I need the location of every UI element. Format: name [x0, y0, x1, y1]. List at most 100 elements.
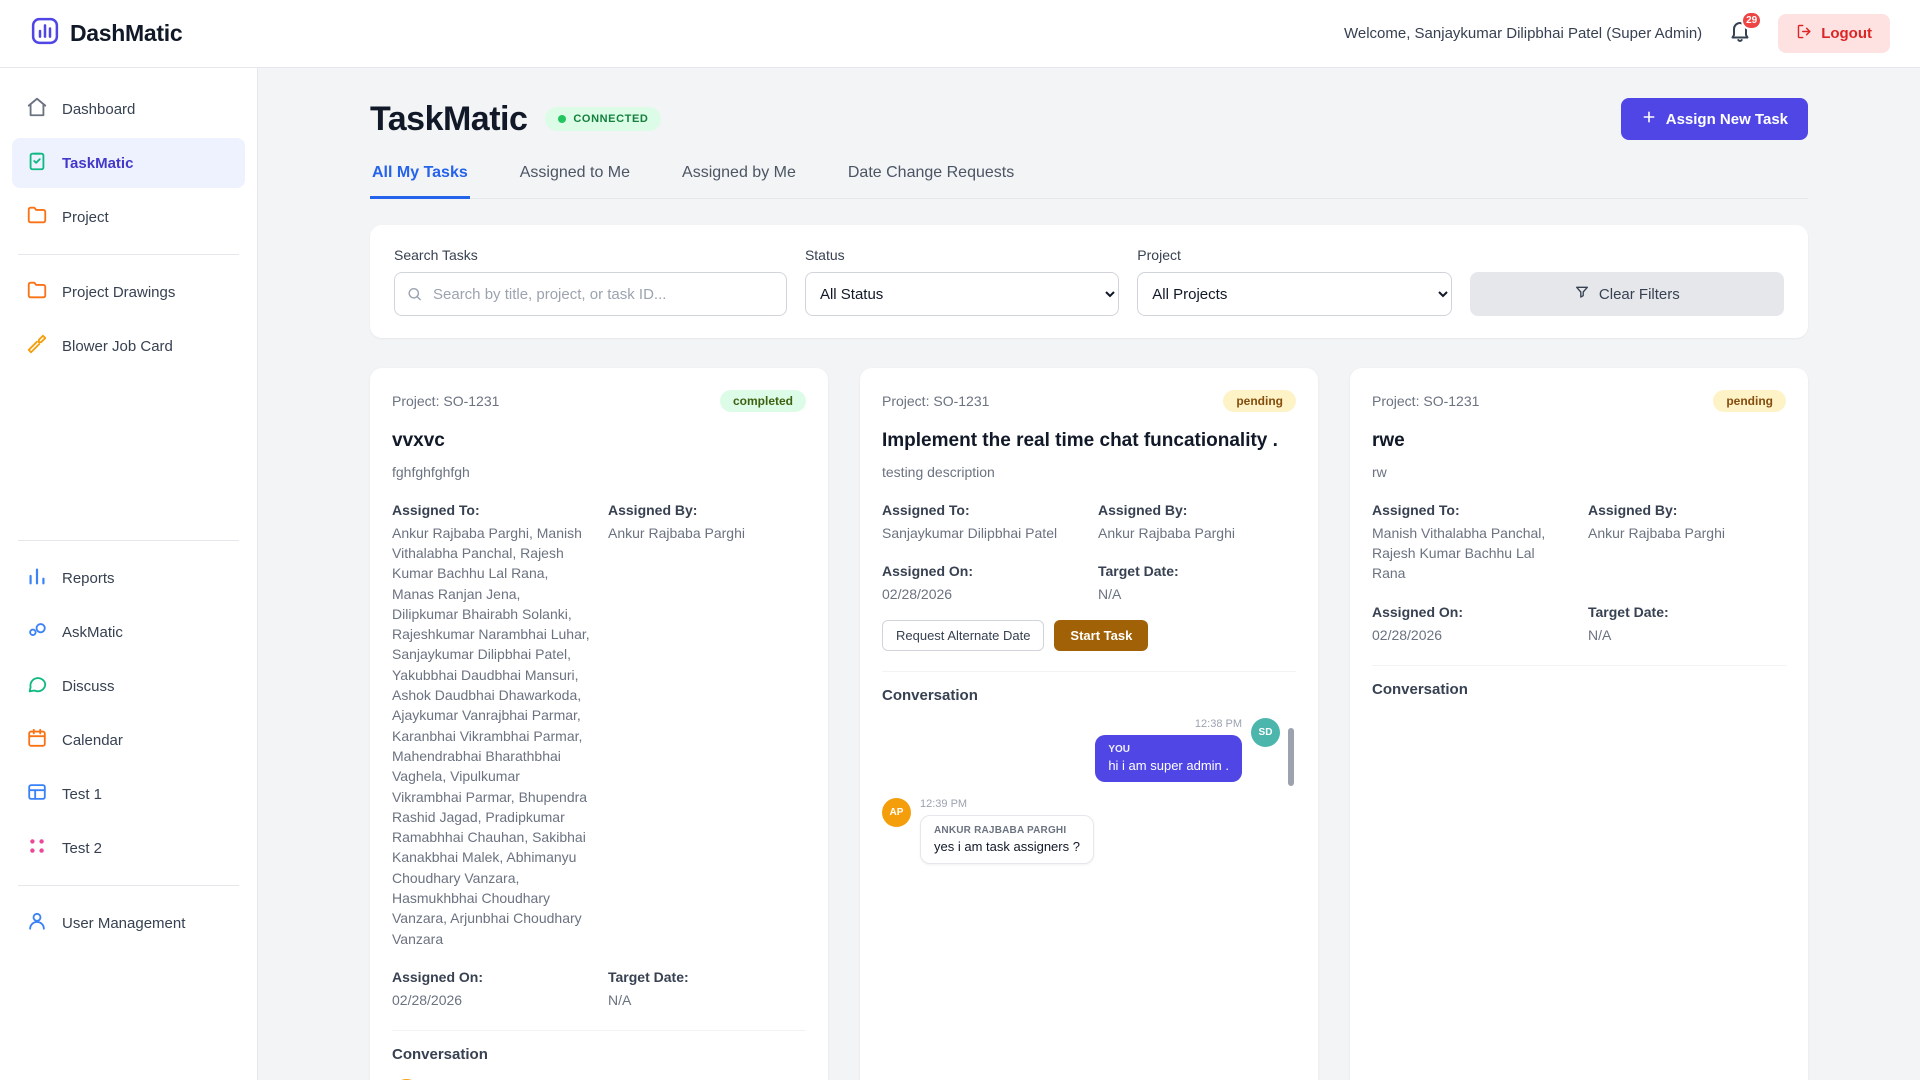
- sidebar-item-reports[interactable]: Reports: [12, 553, 245, 603]
- conversation-heading: Conversation: [882, 687, 978, 705]
- sidebar-item-project-drawings[interactable]: Project Drawings: [12, 267, 245, 317]
- sidebar-item-label: TaskMatic: [62, 154, 134, 172]
- sidebar-spacer: [0, 373, 257, 530]
- request-alternate-date-button[interactable]: Request Alternate Date: [882, 620, 1045, 652]
- chat-message-incoming: AP 12:39 PM ANKUR RAJBABA PARGHI yes i a…: [882, 798, 1280, 865]
- sidebar-item-taskmatic[interactable]: TaskMatic: [12, 138, 245, 188]
- start-task-button[interactable]: Start Task: [1054, 620, 1149, 652]
- tab-assigned-to-me[interactable]: Assigned to Me: [519, 164, 631, 181]
- avatar: SD: [1251, 718, 1280, 748]
- message-time: 12:39 PM: [920, 798, 968, 811]
- sidebar-item-label: User Management: [62, 914, 186, 932]
- assigned-by-value: Ankur Rajbaba Parghi: [608, 524, 745, 541]
- conversation-messages[interactable]: [1372, 712, 1786, 832]
- connection-status-label: CONNECTED: [573, 113, 649, 125]
- app-logo[interactable]: DashMatic: [30, 16, 183, 51]
- target-date-value: N/A: [1588, 626, 1612, 643]
- sidebar-item-test-1[interactable]: Test 1: [12, 769, 245, 819]
- chat-icon: [26, 673, 48, 699]
- sidebar-item-askmatic[interactable]: AskMatic: [12, 607, 245, 657]
- sidebar-item-label: Calendar: [62, 731, 123, 749]
- sidebar-item-label: Test 2: [62, 839, 103, 857]
- conversation-section: Conversation: [1372, 664, 1786, 832]
- main-content: TaskMatic CONNECTED Assign New Task All …: [258, 68, 1920, 1080]
- conversation-messages[interactable]: 12:38 PM YOU hi i am super admin . SD AP: [882, 718, 1296, 1018]
- sidebar-item-label: Project: [62, 208, 109, 226]
- connection-status-badge: CONNECTED: [545, 107, 662, 131]
- avatar: AP: [882, 798, 911, 828]
- task-actions: Request Alternate Date Start Task: [882, 620, 1296, 652]
- message-text: hi i am super admin .: [1108, 758, 1229, 774]
- status-badge: completed: [719, 390, 806, 412]
- assigned-to-label: Assigned To:: [392, 501, 480, 518]
- sidebar-item-calendar[interactable]: Calendar: [12, 715, 245, 765]
- tab-date-change-requests[interactable]: Date Change Requests: [847, 164, 1015, 181]
- clear-filters-button[interactable]: Clear Filters: [1469, 272, 1785, 316]
- sidebar-item-blower-job-card[interactable]: Blower Job Card: [12, 321, 245, 371]
- folder-icon: [26, 279, 48, 305]
- chat-message-outgoing: 12:38 PM YOU hi i am super admin . SD: [882, 718, 1280, 783]
- header-right: Welcome, Sanjaykumar Dilipbhai Patel (Su…: [1343, 11, 1890, 53]
- card-project-code: Project: SO-1231: [1372, 393, 1480, 409]
- sidebar-item-dashboard[interactable]: Dashboard: [12, 84, 245, 134]
- task-info-grid: Assigned To: Sanjaykumar Dilipbhai Patel…: [882, 502, 1296, 605]
- card-project-code: Project: SO-1231: [882, 393, 990, 409]
- assigned-by-label: Assigned By:: [608, 501, 698, 518]
- folder-icon: [26, 204, 48, 230]
- assign-new-task-label: Assign New Task: [1665, 110, 1788, 128]
- conversation-section: Conversation AP 03:29 PM ANKUR RAJBABA P…: [392, 1030, 806, 1080]
- notifications-button[interactable]: 29: [1728, 11, 1763, 48]
- clipboard-icon: [26, 150, 48, 176]
- logout-button[interactable]: Logout: [1778, 14, 1890, 53]
- assigned-on-value: 02/28/2026: [1372, 626, 1443, 643]
- status-select[interactable]: All Status: [804, 272, 1120, 316]
- clear-filters-label: Clear Filters: [1598, 285, 1680, 303]
- status-badge: pending: [1713, 390, 1786, 412]
- assign-new-task-button[interactable]: Assign New Task: [1620, 98, 1808, 140]
- message-text: yes i am task assigners ?: [934, 839, 1080, 855]
- table-icon: [26, 781, 48, 807]
- task-info-grid: Assigned To: Manish Vithalabha Panchal, …: [1372, 502, 1786, 645]
- task-title: Implement the real time chat funcational…: [882, 430, 1278, 451]
- target-date-label: Target Date:: [1098, 562, 1179, 579]
- target-date-value: N/A: [608, 991, 632, 1008]
- sidebar: Dashboard TaskMatic Project Project Draw…: [0, 68, 258, 1080]
- task-title: rwe: [1372, 430, 1405, 451]
- assigned-on-label: Assigned On:: [1372, 603, 1464, 620]
- sidebar-divider: [18, 885, 239, 886]
- assigned-to-value: Ankur Rajbaba Parghi, Manish Vithalabha …: [392, 524, 590, 947]
- assigned-on-label: Assigned On:: [882, 562, 974, 579]
- wrench-icon: [26, 333, 48, 359]
- assigned-to-label: Assigned To:: [882, 501, 970, 518]
- tab-all-my-tasks[interactable]: All My Tasks: [370, 164, 470, 199]
- welcome-text: Welcome, Sanjaykumar Dilipbhai Patel (Su…: [1343, 25, 1703, 42]
- message-bubble: ANKUR RAJBABA PARGHI yes i am task assig…: [920, 815, 1094, 865]
- task-info-grid: Assigned To: Ankur Rajbaba Parghi, Manis…: [392, 502, 806, 1011]
- search-tasks-label: Search Tasks: [394, 247, 478, 263]
- search-tasks-input[interactable]: [394, 272, 787, 316]
- sidebar-item-test-2[interactable]: Test 2: [12, 823, 245, 873]
- message-sender: ANKUR RAJBABA PARGHI: [934, 825, 1067, 837]
- connected-dot-icon: [558, 115, 567, 123]
- tab-assigned-by-me[interactable]: Assigned by Me: [682, 164, 796, 181]
- sidebar-item-project[interactable]: Project: [12, 192, 245, 242]
- project-select[interactable]: All Projects: [1137, 272, 1452, 316]
- notification-count-badge: 29: [1741, 11, 1763, 30]
- page-title: TaskMatic: [370, 99, 528, 138]
- conversation-scrollbar[interactable]: [1288, 728, 1294, 787]
- sidebar-item-discuss[interactable]: Discuss: [12, 661, 245, 711]
- conversation-heading: Conversation: [392, 1046, 488, 1064]
- target-date-label: Target Date:: [1588, 603, 1669, 620]
- assigned-on-label: Assigned On:: [392, 968, 484, 985]
- home-icon: [26, 96, 48, 122]
- message-bubble: YOU hi i am super admin .: [1095, 735, 1242, 783]
- sidebar-item-label: Reports: [62, 569, 115, 587]
- sidebar-item-user-management[interactable]: User Management: [12, 898, 245, 948]
- conversation-section: Conversation 12:38 PM YOU hi i am super …: [882, 671, 1296, 1018]
- message-time: 12:38 PM: [1194, 718, 1242, 731]
- status-badge: pending: [1223, 390, 1296, 412]
- plus-icon: [1641, 109, 1657, 129]
- assigned-to-value: Manish Vithalabha Panchal, Rajesh Kumar …: [1372, 524, 1546, 582]
- message-sender: YOU: [1108, 744, 1130, 756]
- filter-bar: Search Tasks Status All Status Pro: [370, 225, 1808, 338]
